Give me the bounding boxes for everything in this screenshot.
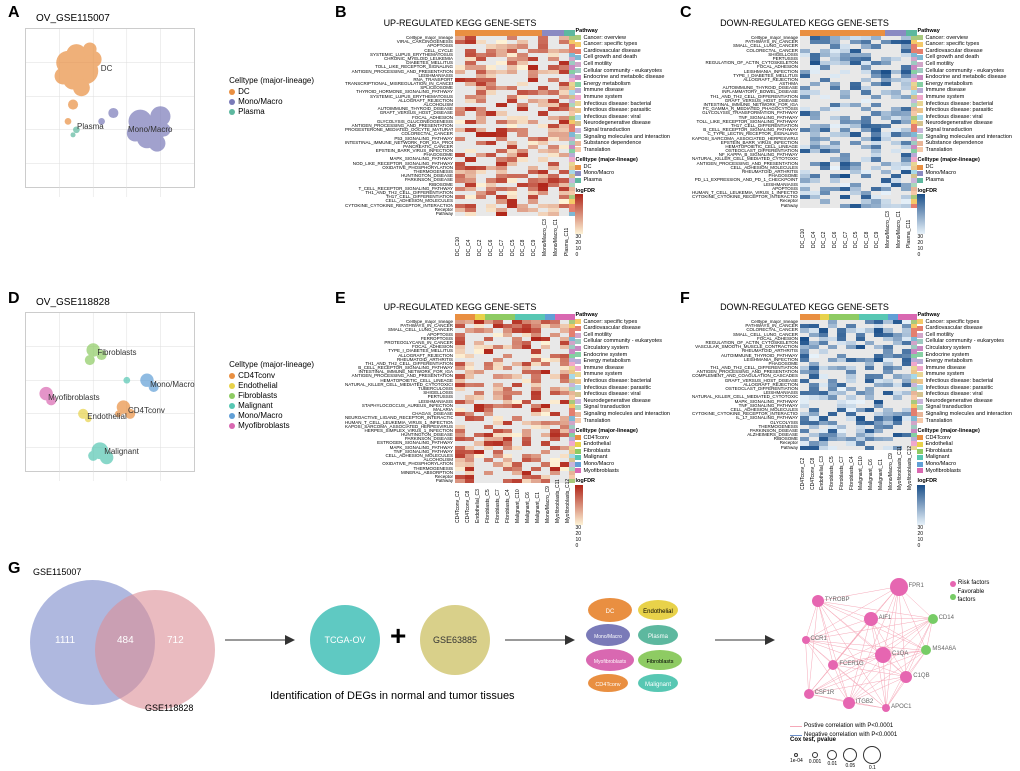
venn-right: [95, 590, 215, 710]
venn-right-label: GSE118828: [145, 703, 193, 713]
svg-text:DC: DC: [606, 609, 615, 615]
network-legend-size: Cox test, pvalue 1e-040.0010.010.050.1: [790, 737, 881, 771]
venn-left-n: 1111: [55, 635, 75, 646]
heatmap-c: DOWN-REGULATED KEGG GENE-SETS Celltype_m…: [692, 18, 917, 248]
panel-label-f: F: [680, 290, 690, 308]
svg-text:Fibroblasts: Fibroblasts: [647, 659, 674, 665]
network: FPR1TYROBPCD14AIF1CCR1MS4A6AFCER1GC1QAC1…: [790, 575, 945, 720]
node-gse: GSE63885: [420, 605, 490, 675]
svg-text:Endothelial: Endothelial: [643, 609, 673, 615]
umap-a-title: OV_GSE115007: [36, 13, 110, 24]
heatmap-f: DOWN-REGULATED KEGG GENE-SETS Celltype_m…: [692, 302, 917, 490]
umap-a: OV_GSE115007 DCPlasmaMono/Macro Celltype…: [25, 28, 195, 188]
panel-label-g: G: [8, 560, 20, 578]
heatmap-e: UP-REGULATED KEGG GENE-SETS Celltype_maj…: [345, 302, 575, 523]
panel-g: 1111 484 712 GSE115007 GSE118828 TCGA-OV…: [20, 575, 1000, 750]
panel-label-c: C: [680, 4, 692, 22]
svg-text:Plasma: Plasma: [648, 634, 669, 640]
venn-overlap: 484: [117, 635, 134, 646]
svg-text:CD4Tconv: CD4Tconv: [595, 682, 621, 688]
venn-right-n: 712: [167, 635, 184, 646]
network-legend-factors: Risk factorsFavorable factors: [950, 580, 1000, 605]
plus-icon: +: [390, 620, 406, 652]
umap-d: OV_GSE118828 FibroblastsMyofibroblastsEn…: [25, 312, 195, 472]
heatmap-b: UP-REGULATED KEGG GENE-SETS Celltype_maj…: [345, 18, 575, 256]
venn-left-label: GSE115007: [33, 567, 81, 577]
svg-text:Myofibroblasts: Myofibroblasts: [594, 659, 627, 665]
svg-text:Malignant: Malignant: [645, 682, 671, 688]
umap-d-title: OV_GSE118828: [36, 297, 110, 308]
umap-a-legend: Celltype (major-lineage) DCMono/MacroPla…: [229, 76, 314, 117]
panel-label-d: D: [8, 290, 20, 308]
umap-d-legend: Celltype (major-lineage) CD4TconvEndothe…: [229, 360, 314, 431]
panel-label-a: A: [8, 4, 20, 22]
node-tcga: TCGA-OV: [310, 605, 380, 675]
svg-text:Mono/Macro: Mono/Macro: [594, 634, 622, 640]
panel-g-caption: Identification of DEGs in normal and tum…: [270, 690, 515, 702]
